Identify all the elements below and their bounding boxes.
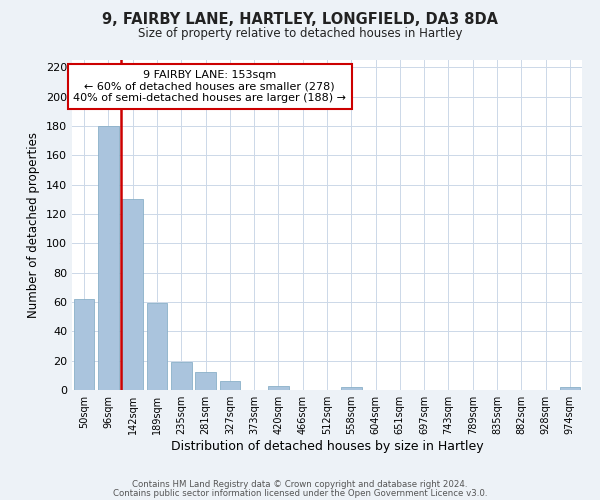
Bar bbox=[560, 387, 580, 390]
Bar bbox=[268, 386, 289, 390]
Bar bbox=[74, 299, 94, 390]
Text: Size of property relative to detached houses in Hartley: Size of property relative to detached ho… bbox=[138, 28, 462, 40]
Bar bbox=[98, 126, 119, 390]
Bar bbox=[122, 200, 143, 390]
Text: Contains public sector information licensed under the Open Government Licence v3: Contains public sector information licen… bbox=[113, 488, 487, 498]
Text: 9, FAIRBY LANE, HARTLEY, LONGFIELD, DA3 8DA: 9, FAIRBY LANE, HARTLEY, LONGFIELD, DA3 … bbox=[102, 12, 498, 28]
X-axis label: Distribution of detached houses by size in Hartley: Distribution of detached houses by size … bbox=[170, 440, 484, 453]
Bar bbox=[195, 372, 216, 390]
Text: Contains HM Land Registry data © Crown copyright and database right 2024.: Contains HM Land Registry data © Crown c… bbox=[132, 480, 468, 489]
Bar bbox=[220, 381, 240, 390]
Bar bbox=[146, 304, 167, 390]
Text: 9 FAIRBY LANE: 153sqm
← 60% of detached houses are smaller (278)
40% of semi-det: 9 FAIRBY LANE: 153sqm ← 60% of detached … bbox=[73, 70, 346, 103]
Bar bbox=[341, 387, 362, 390]
Y-axis label: Number of detached properties: Number of detached properties bbox=[28, 132, 40, 318]
Bar bbox=[171, 362, 191, 390]
